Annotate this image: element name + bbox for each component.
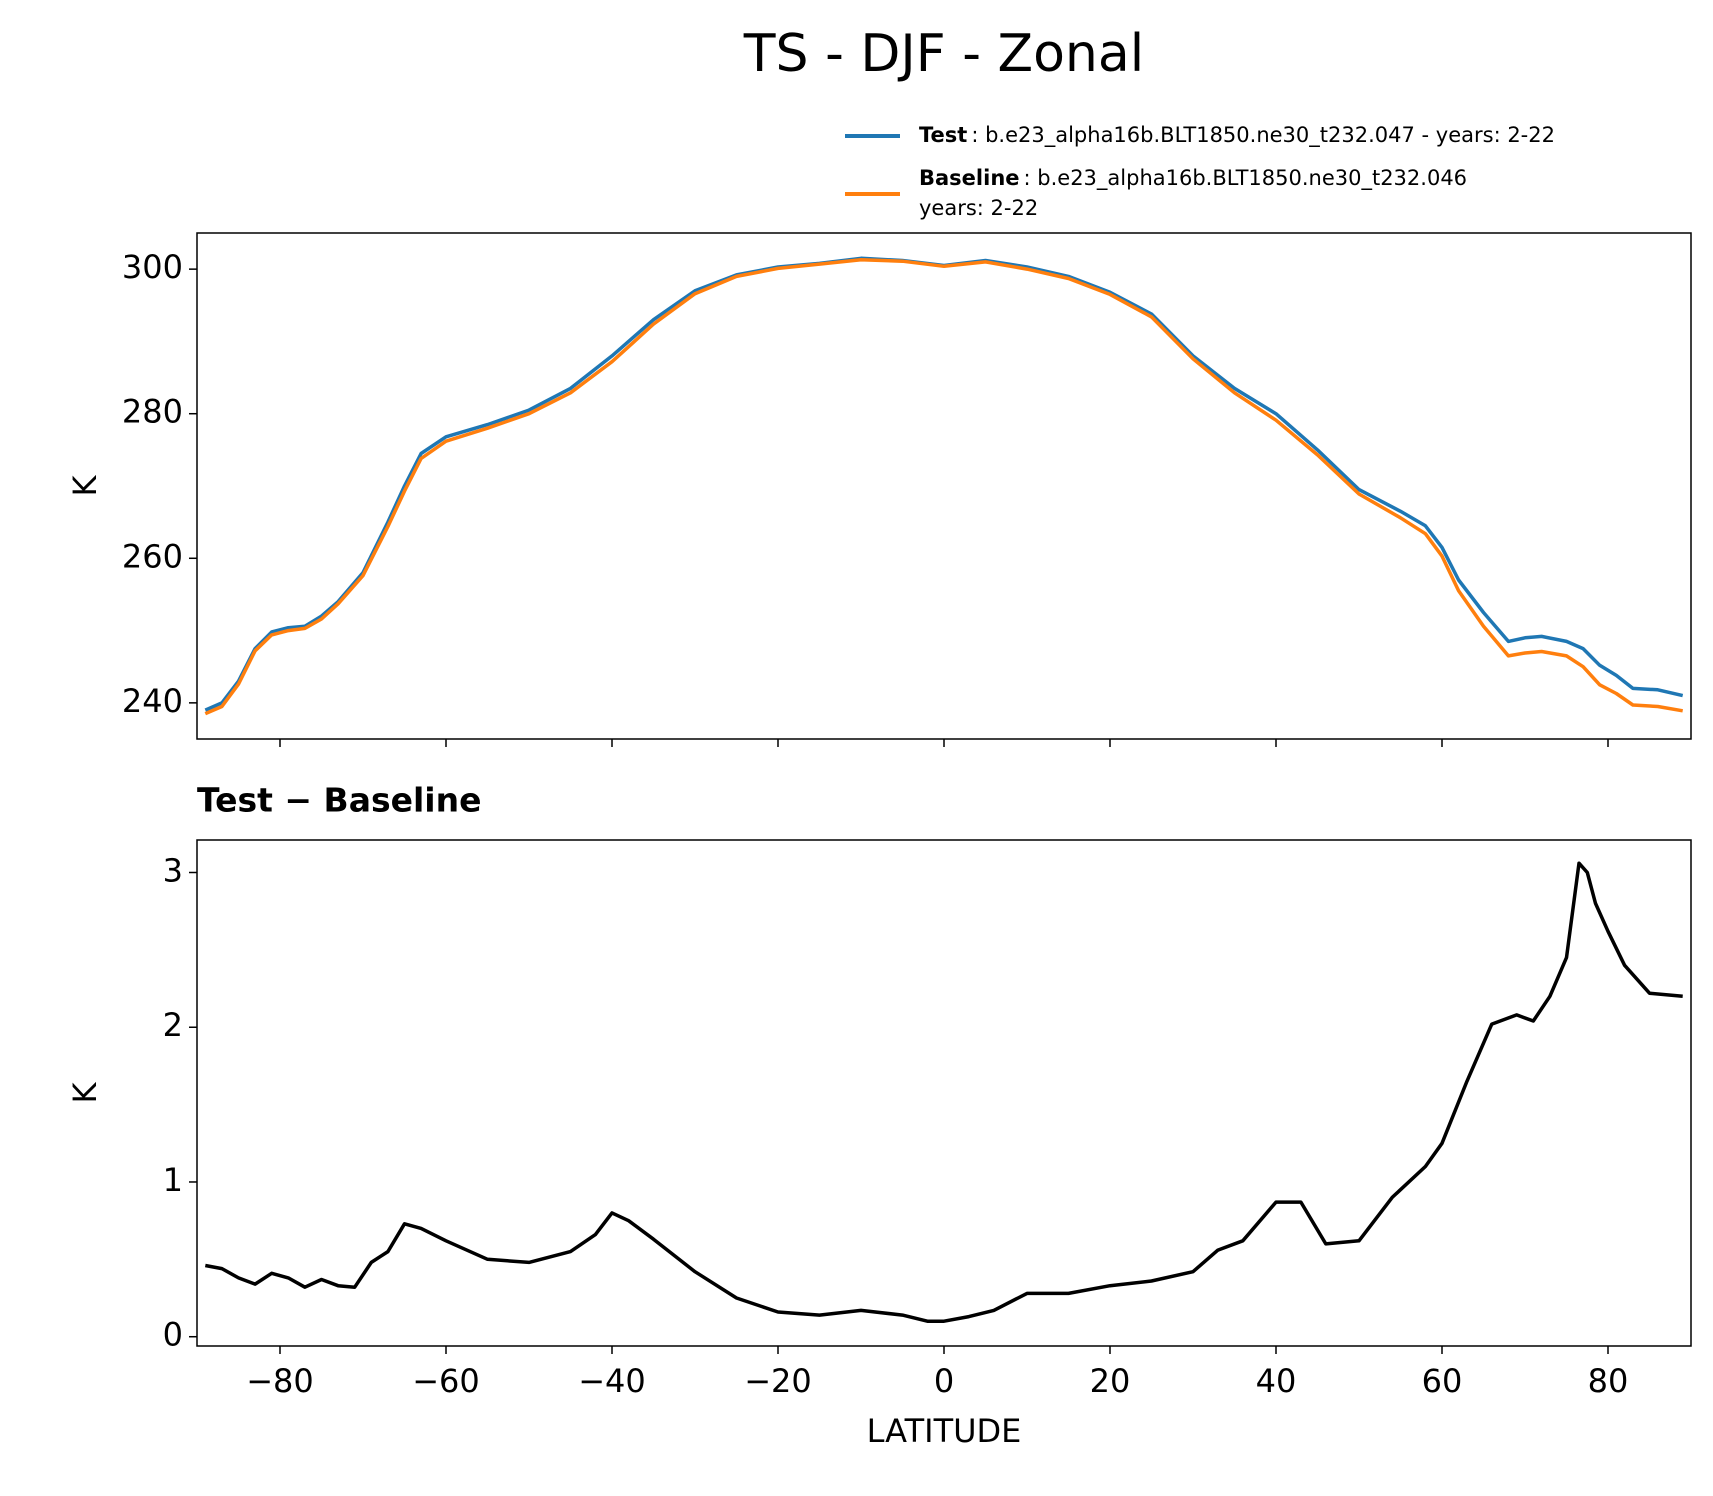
y-tick-label: 2 bbox=[163, 1006, 183, 1044]
x-tick-label: −40 bbox=[578, 1362, 646, 1400]
y-tick-label: 240 bbox=[122, 682, 183, 720]
x-tick-label: 20 bbox=[1090, 1362, 1131, 1400]
axes-frame bbox=[196, 839, 1692, 1347]
axes-frame bbox=[196, 232, 1692, 740]
y-axis-label: K bbox=[66, 474, 104, 496]
legend-label: Test: b.e23_alpha16b.BLT1850.ne30_t232.0… bbox=[919, 123, 1555, 148]
y-tick-label: 300 bbox=[122, 248, 183, 286]
series-line bbox=[204, 257, 1683, 716]
legend-description: : b.e23_alpha16b.BLT1850.ne30_t232.047 -… bbox=[971, 123, 1555, 148]
axes-title: Test − Baseline bbox=[197, 781, 482, 820]
y-tick-label: 260 bbox=[122, 537, 183, 575]
x-tick-label: −20 bbox=[744, 1362, 812, 1400]
x-tick-label: −80 bbox=[246, 1362, 314, 1400]
legend-name: Test bbox=[919, 123, 967, 147]
legend-description: years: 2-22 bbox=[919, 196, 1038, 220]
series-line bbox=[204, 256, 1684, 712]
y-tick-label: 0 bbox=[163, 1316, 183, 1354]
y-tick-label: 280 bbox=[122, 393, 183, 431]
x-tick-label: 40 bbox=[1256, 1362, 1297, 1400]
y-tick-label: 3 bbox=[163, 851, 183, 889]
legend-name: Baseline bbox=[919, 166, 1020, 190]
x-tick-label: −60 bbox=[412, 1362, 480, 1400]
legend-label: Baseline: b.e23_alpha16b.BLT1850.ne30_t2… bbox=[919, 166, 1467, 191]
legend-description: : b.e23_alpha16b.BLT1850.ne30_t232.046 bbox=[1024, 166, 1468, 191]
figure-title: TS - DJF - Zonal bbox=[743, 24, 1144, 84]
series-line bbox=[204, 861, 1683, 1323]
x-tick-label: 0 bbox=[934, 1362, 954, 1400]
x-axis-label: LATITUDE bbox=[867, 1412, 1022, 1450]
y-tick-label: 1 bbox=[163, 1161, 183, 1199]
x-tick-label: 60 bbox=[1422, 1362, 1463, 1400]
y-axis-label: K bbox=[66, 1081, 104, 1103]
x-tick-label: 80 bbox=[1588, 1362, 1629, 1400]
